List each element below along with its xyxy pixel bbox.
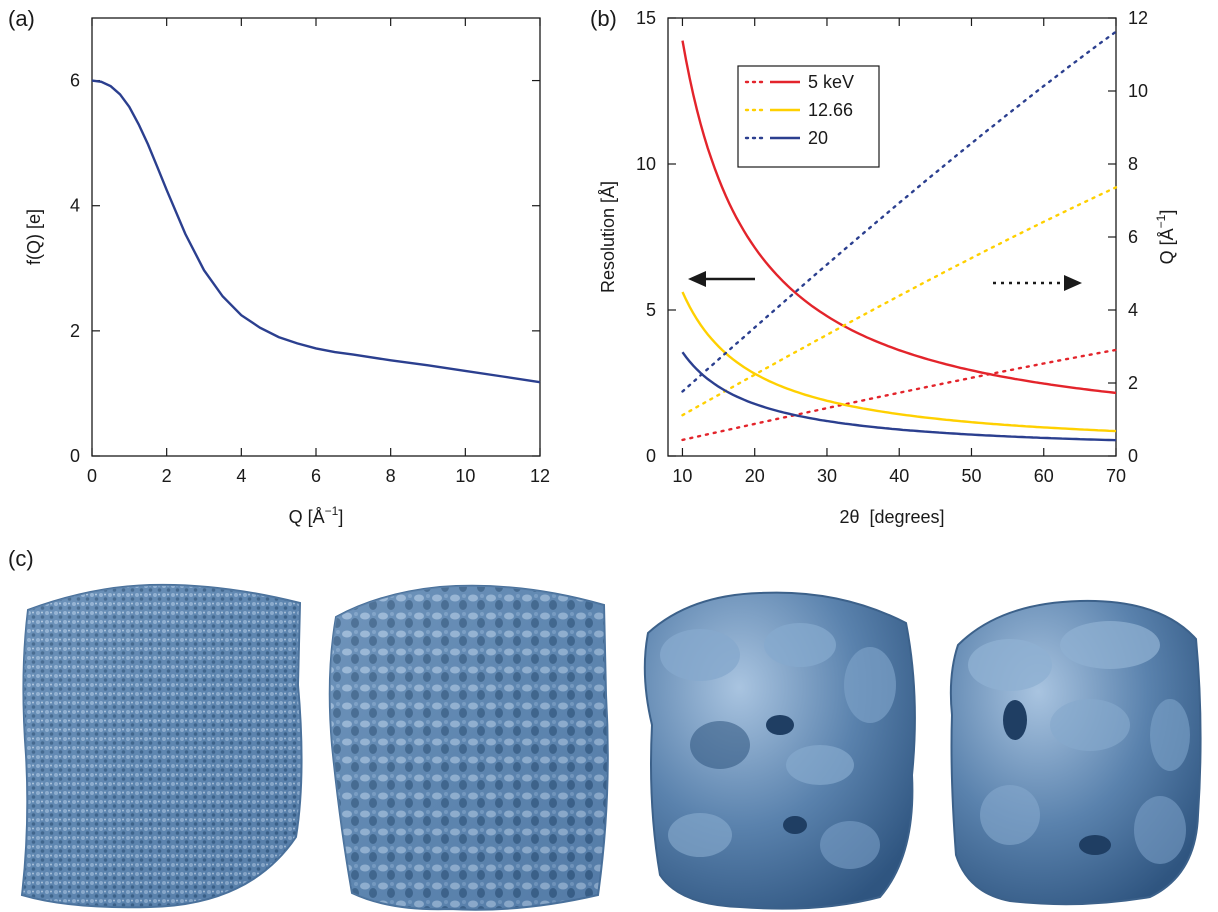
panel-b-label: (b) xyxy=(590,6,617,31)
y-tick-label: 5 xyxy=(646,300,656,320)
x-tick-label: 10 xyxy=(455,466,475,486)
y-tick-label: 10 xyxy=(636,154,656,174)
x-tick-label: 8 xyxy=(386,466,396,486)
y-tick-label: 2 xyxy=(70,321,80,341)
x-tick-label: 10 xyxy=(672,466,692,486)
legend-label: 12.66 xyxy=(808,100,853,120)
x-tick-label: 0 xyxy=(87,466,97,486)
y2-tick-label: 4 xyxy=(1128,300,1138,320)
y-tick-label: 15 xyxy=(636,8,656,28)
chart-a-ylabel: f(Q) [e] xyxy=(24,209,44,265)
y2-tick-label: 12 xyxy=(1128,8,1148,28)
chart-a-frame xyxy=(91,17,541,457)
density-map-2 xyxy=(328,584,609,911)
y-tick-label: 0 xyxy=(646,446,656,466)
series-q-line xyxy=(681,30,1118,393)
y-tick-label: 6 xyxy=(70,71,80,91)
density-map-1 xyxy=(20,583,303,909)
x-tick-label: 2 xyxy=(162,466,172,486)
series-resolution-line xyxy=(681,40,1117,395)
y2-tick-label: 10 xyxy=(1128,81,1148,101)
y-tick-label: 0 xyxy=(70,446,80,466)
legend-label: 20 xyxy=(808,128,828,148)
x-tick-label: 70 xyxy=(1106,466,1126,486)
series-resolution-line xyxy=(681,291,1117,433)
y2-tick-label: 0 xyxy=(1128,446,1138,466)
density-map-3 xyxy=(643,591,916,910)
arrow-left-solid xyxy=(688,271,755,287)
x-tick-label: 40 xyxy=(889,466,909,486)
x-tick-label: 30 xyxy=(817,466,837,486)
chart-a: 0 2 4 6 8 10 12 0 2 4 6 f(Q) [e] Q [Å−1] xyxy=(24,17,550,527)
chart-b-frame xyxy=(667,17,1117,457)
legend-label: 5 keV xyxy=(808,72,854,92)
chart-a-xlabel: Q [Å−1] xyxy=(289,504,344,527)
panel-a-label: (a) xyxy=(8,6,35,31)
chart-b-xlabel: 2θ [degrees] xyxy=(839,507,944,527)
series-resolution-line xyxy=(681,351,1117,442)
y2-tick-label: 2 xyxy=(1128,373,1138,393)
x-tick-label: 60 xyxy=(1034,466,1054,486)
series-q-line xyxy=(681,348,1118,442)
x-tick-label: 4 xyxy=(236,466,246,486)
chart-b-y2label: Q [Å−1] xyxy=(1154,210,1177,265)
panel-c-label: (c) xyxy=(8,546,34,571)
x-tick-label: 12 xyxy=(530,466,550,486)
chart-b-legend: 5 keV 12.66 20 xyxy=(737,65,880,168)
arrow-right-dotted xyxy=(993,275,1082,291)
series-q-line xyxy=(681,186,1118,417)
y2-tick-label: 6 xyxy=(1128,227,1138,247)
x-tick-label: 20 xyxy=(745,466,765,486)
x-tick-label: 6 xyxy=(311,466,321,486)
density-maps-row xyxy=(20,583,1202,911)
x-tick-label: 50 xyxy=(961,466,981,486)
chart-b-ylabel: Resolution [Å] xyxy=(598,181,618,293)
density-map-4 xyxy=(949,599,1202,906)
y-tick-label: 4 xyxy=(70,196,80,216)
chart-a-series-line xyxy=(91,79,541,384)
y2-tick-label: 8 xyxy=(1128,154,1138,174)
